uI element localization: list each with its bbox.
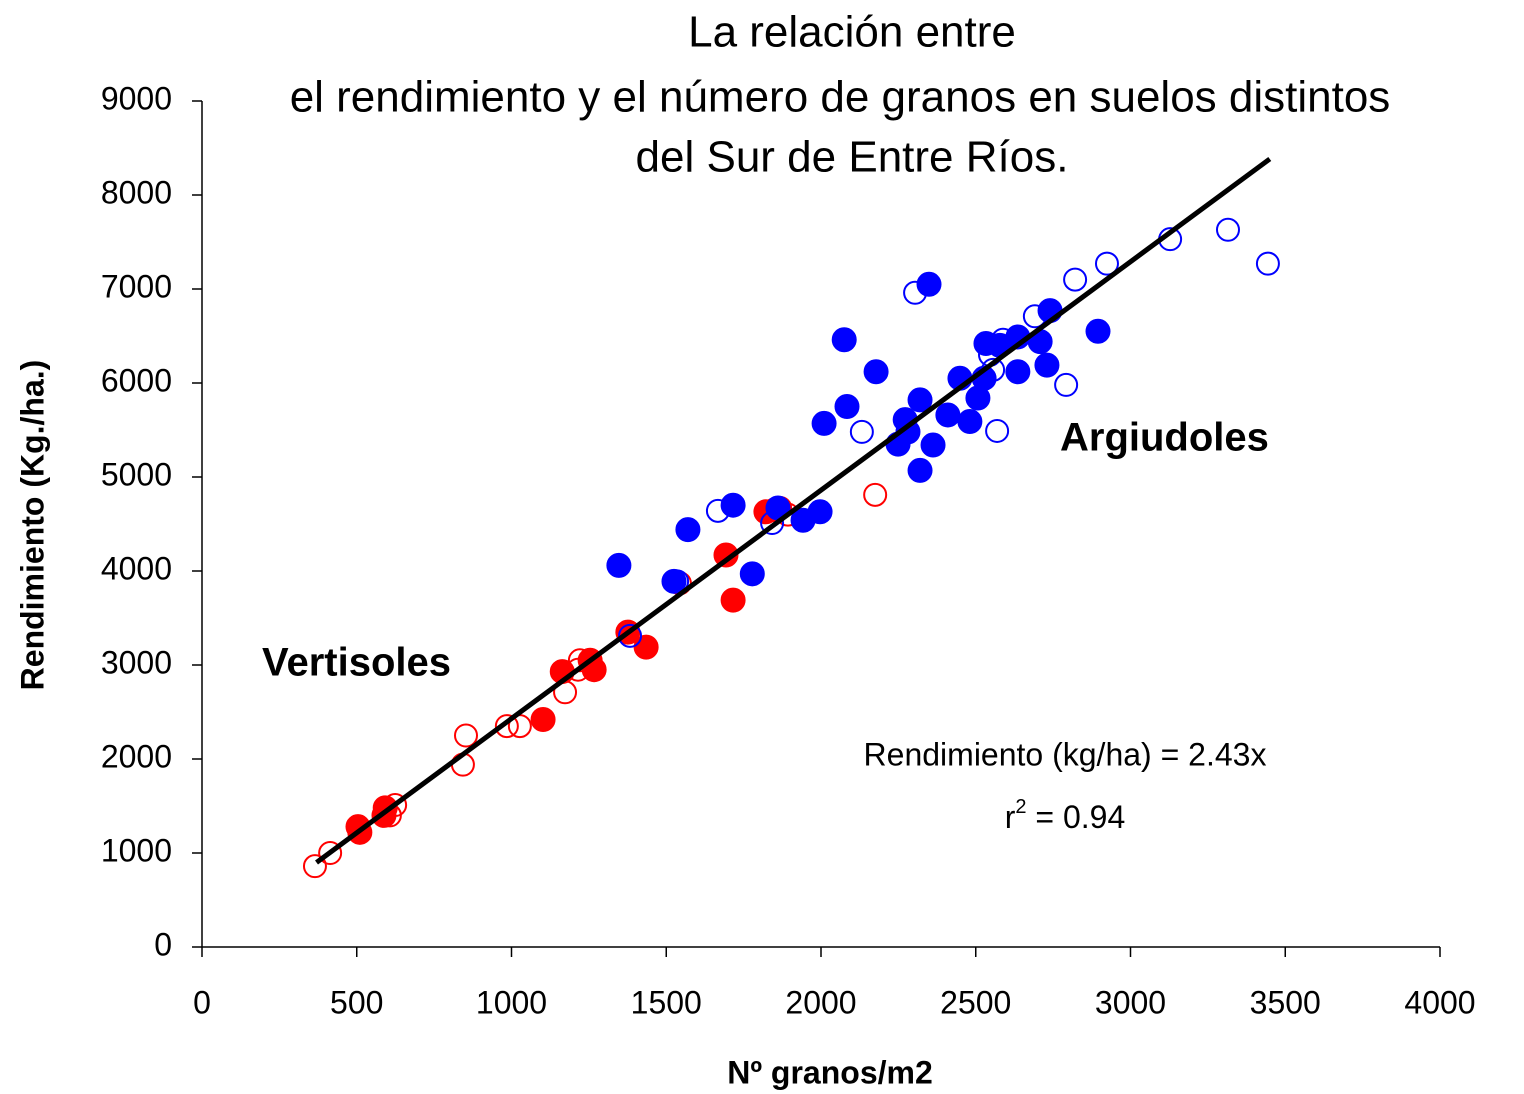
point xyxy=(935,402,961,428)
point xyxy=(1215,217,1240,242)
point xyxy=(661,568,687,594)
point xyxy=(1054,372,1079,397)
point xyxy=(318,841,343,865)
x-tick-label: 3500 xyxy=(1250,984,1321,1020)
y-tick-label: 5000 xyxy=(101,456,172,492)
point xyxy=(606,552,632,578)
annotation: Argiudoles xyxy=(1060,416,1269,460)
trendline xyxy=(315,156,1272,865)
y-tick-label: 0 xyxy=(154,926,172,962)
point xyxy=(675,517,701,543)
point xyxy=(834,394,860,419)
point xyxy=(633,634,659,660)
point xyxy=(907,457,933,483)
y-tick-label: 3000 xyxy=(101,644,172,680)
y-axis-label: Rendimiento (Kg./ha.) xyxy=(14,360,50,691)
point xyxy=(1063,267,1088,292)
point xyxy=(1255,251,1280,276)
point xyxy=(618,623,643,648)
x-tick-label: 1000 xyxy=(476,984,547,1020)
x-tick-label: 500 xyxy=(330,984,383,1020)
point xyxy=(807,499,833,525)
point xyxy=(1034,352,1060,378)
point xyxy=(811,410,837,436)
point xyxy=(1094,251,1119,276)
point xyxy=(916,271,942,297)
x-tick-label: 4000 xyxy=(1404,984,1475,1020)
point xyxy=(713,542,739,568)
point xyxy=(907,387,933,413)
y-tick-label: 6000 xyxy=(101,362,172,398)
r2-base: r xyxy=(1005,799,1016,835)
point xyxy=(957,409,983,435)
point xyxy=(720,587,746,613)
point xyxy=(831,327,857,353)
y-tick-label: 9000 xyxy=(101,80,172,116)
y-tick-label: 4000 xyxy=(101,550,172,586)
x-tick-label: 1500 xyxy=(631,984,702,1020)
point xyxy=(863,359,889,385)
point xyxy=(1005,359,1031,385)
r2-sup: 2 xyxy=(1015,796,1026,818)
point xyxy=(494,714,519,739)
annotation: Vertisoles xyxy=(262,641,451,685)
x-axis-label: Nº granos/m2 xyxy=(727,1054,933,1090)
r-squared: r2 = 0.94 xyxy=(1005,796,1126,835)
point xyxy=(849,419,874,444)
x-tick-label: 2000 xyxy=(785,984,856,1020)
point xyxy=(920,432,946,458)
y-tick-label: 7000 xyxy=(101,268,172,304)
y-tick-label: 1000 xyxy=(101,832,172,868)
y-tick-label: 2000 xyxy=(101,738,172,774)
point xyxy=(302,854,327,879)
point xyxy=(720,492,746,518)
chart-title: del Sur de Entre Ríos. xyxy=(636,133,1069,182)
chart-title: el rendimiento y el número de granos en … xyxy=(290,73,1391,122)
point xyxy=(985,418,1010,443)
point xyxy=(530,707,556,733)
point xyxy=(739,561,765,587)
point xyxy=(454,723,479,748)
x-tick-label: 3000 xyxy=(1095,984,1166,1020)
r2-rest: = 0.94 xyxy=(1027,799,1126,835)
point xyxy=(1085,318,1111,344)
x-tick-label: 0 xyxy=(193,984,211,1020)
x-tick-label: 2500 xyxy=(940,984,1011,1020)
chart-title: La relación entre xyxy=(688,8,1016,57)
equation: Rendimiento (kg/ha) = 2.43x xyxy=(864,736,1267,772)
point xyxy=(863,482,888,507)
y-tick-label: 8000 xyxy=(101,174,172,210)
